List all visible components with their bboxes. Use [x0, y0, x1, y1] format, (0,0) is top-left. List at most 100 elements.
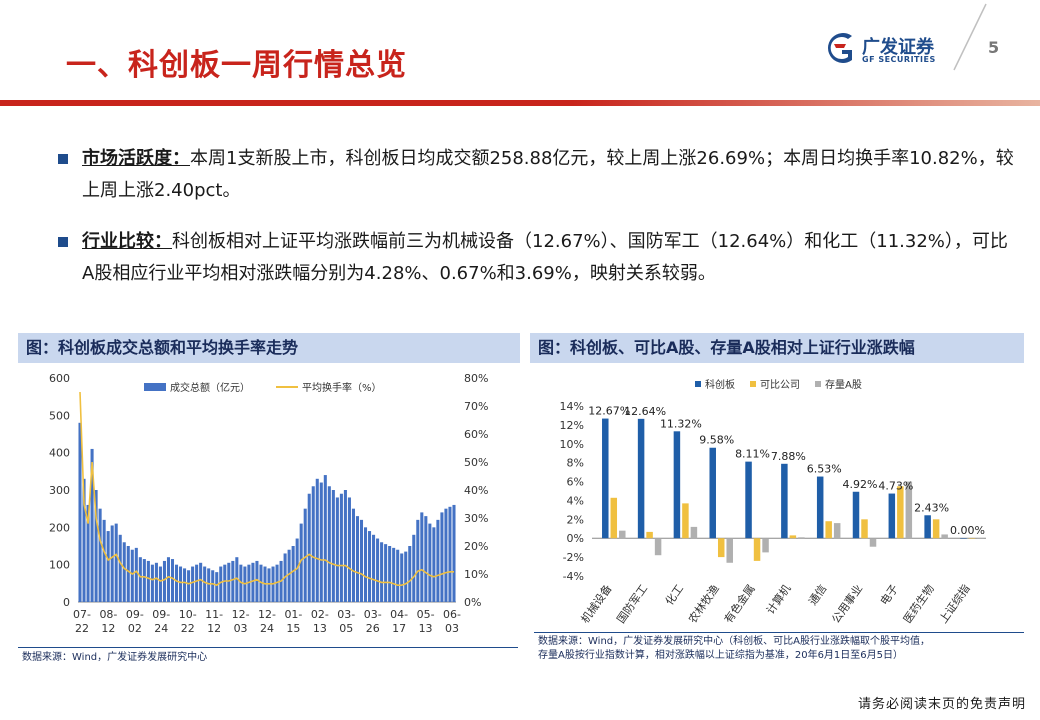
- industry-bar: [682, 503, 689, 539]
- industry-bar: [861, 519, 868, 539]
- turnover-bar: [347, 497, 351, 602]
- turnover-bar: [275, 564, 279, 602]
- industry-bar: [968, 538, 976, 539]
- category-label: 化工: [662, 582, 686, 608]
- turnover-bar: [339, 493, 343, 602]
- turnover-bar: [247, 564, 251, 602]
- data-label: 8.11%: [735, 448, 770, 461]
- y-left-tick-label: 100: [49, 559, 70, 572]
- x-tick-label-day: 15: [286, 622, 300, 635]
- y-right-tick-label: 50%: [464, 456, 488, 469]
- page-title: 一、科创板一周行情总览: [66, 48, 407, 83]
- turnover-bar: [166, 557, 171, 602]
- industry-bar: [977, 538, 984, 539]
- turnover-bar: [207, 568, 211, 602]
- turnover-bar: [307, 493, 311, 602]
- turnover-bar: [203, 566, 207, 602]
- y-left-tick-label: 500: [49, 409, 70, 422]
- turnover-bar: [134, 547, 138, 602]
- x-tick-label-month: 01-: [284, 608, 302, 621]
- turnover-bar: [130, 549, 134, 602]
- x-tick-label-month: 03-: [364, 608, 382, 621]
- turnover-bar: [215, 572, 219, 602]
- x-tick-label-month: 10-: [179, 608, 197, 621]
- data-label: 2.43%: [914, 501, 949, 514]
- turnover-bar: [436, 519, 440, 602]
- turnover-bar: [335, 497, 339, 602]
- turnover-bar: [187, 570, 191, 602]
- y-tick-label: -2%: [563, 551, 584, 564]
- turnover-bar: [235, 557, 239, 602]
- x-tick-label-day: 13: [419, 622, 433, 635]
- turnover-bar: [126, 546, 130, 602]
- turnover-bar: [315, 478, 319, 602]
- y-right-tick-label: 80%: [464, 372, 488, 385]
- turnover-bar: [255, 560, 259, 602]
- category-label: 医药生物: [900, 582, 937, 626]
- turnover-bar: [251, 562, 255, 602]
- industry-return-chart: -4% -2% 0% 2% 4% 6% 8% 10% 12% 14% 科创板 可比公司 存量A股 12.6…: [560, 378, 986, 626]
- turnover-bar: [380, 542, 384, 602]
- turnover-bar: [319, 482, 323, 602]
- y-left-tick-label: 200: [49, 521, 70, 534]
- turnover-bar: [138, 557, 142, 602]
- turnover-bar: [323, 475, 327, 602]
- industry-bar: [789, 535, 797, 539]
- legend-label-bar: 成交总额（亿元）: [170, 381, 250, 394]
- turnover-bar: [372, 534, 376, 602]
- y-left-tick-label: 0: [63, 596, 70, 609]
- turnover-bar: [452, 504, 456, 602]
- industry-bar: [762, 538, 769, 553]
- turnover-bar: [78, 422, 82, 602]
- turnover-bar: [376, 538, 380, 602]
- y-tick-label: 8%: [567, 457, 584, 470]
- turnover-bar: [424, 516, 428, 602]
- turnover-bar: [146, 560, 150, 602]
- y-left-tick-label: 600: [49, 372, 70, 385]
- turnover-bar: [231, 560, 235, 602]
- header-rule: [0, 100, 1040, 106]
- category-label: 有色金属: [721, 582, 758, 626]
- y-tick-label: 10%: [560, 438, 584, 451]
- x-tick-label-month: 12-: [232, 608, 250, 621]
- y-tick-label: 6%: [567, 476, 584, 489]
- turnover-bar: [432, 527, 436, 602]
- turnover-bar: [154, 562, 158, 602]
- x-tick-label-day: 24: [260, 622, 274, 635]
- x-tick-label-month: 04-: [390, 608, 408, 621]
- y-left-tick-label: 300: [49, 484, 70, 497]
- turnover-bar: [150, 564, 154, 602]
- turnover-bar: [428, 523, 432, 602]
- turnover-bar: [396, 549, 400, 602]
- bullet-heading: 市场活跃度：: [82, 148, 190, 169]
- turnover-bar: [416, 519, 420, 602]
- left-chart-source: 数据来源：Wind，广发证券发展研究中心: [22, 652, 208, 663]
- x-tick-label-month: 12-: [258, 608, 276, 621]
- turnover-chart: 0 100 200 300 400 500 600 0% 10% 20% 30% 40% 50% 60% 7…: [49, 372, 488, 635]
- turnover-bar: [295, 538, 299, 602]
- x-tick-label-day: 13: [313, 622, 327, 635]
- category-label: 计算机: [763, 582, 793, 617]
- turnover-bar: [191, 566, 195, 602]
- turnover-bar: [368, 531, 372, 602]
- bullet-square-icon: [58, 237, 68, 247]
- y-right-tick-label: 10%: [464, 568, 488, 581]
- y-tick-label: 12%: [560, 419, 584, 432]
- turnover-bar: [384, 544, 388, 602]
- category-label: 上证综指: [936, 582, 973, 626]
- bullet-industry-compare: 行业比较：科创板相对上证平均涨跌幅前三为机械设备（12.67%）、国防军工（12…: [58, 226, 1018, 290]
- category-label: 农林牧渔: [685, 582, 722, 626]
- y-right-tick-label: 40%: [464, 484, 488, 497]
- turnover-bar: [114, 523, 118, 602]
- data-label: 4.73%: [878, 480, 913, 493]
- legend-swatch: [815, 381, 821, 387]
- turnover-bar: [259, 564, 263, 602]
- turnover-bar: [444, 508, 448, 602]
- turnover-bar: [448, 506, 452, 602]
- data-label: 9.58%: [699, 434, 734, 447]
- x-tick-label-month: 11-: [205, 608, 223, 621]
- y-right-tick-label: 60%: [464, 428, 488, 441]
- y-right-tick-label: 70%: [464, 400, 488, 413]
- x-tick-label-day: 26: [366, 622, 380, 635]
- x-tick-label-month: 02-: [311, 608, 329, 621]
